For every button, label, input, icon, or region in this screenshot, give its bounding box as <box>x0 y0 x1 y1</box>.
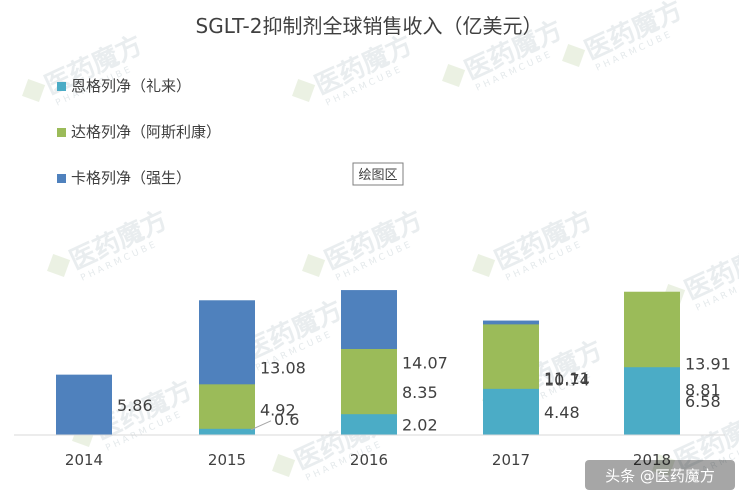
data-label-2017-series-1: 10.74 <box>544 371 590 390</box>
watermark-logo-icon <box>292 78 316 103</box>
data-label-2014-series-0: 5.86 <box>117 396 153 415</box>
x-tick-2018: 2018 <box>633 451 671 469</box>
plot-area-tooltip: 绘图区 <box>352 162 404 186</box>
watermark-logo-icon <box>472 253 496 278</box>
data-label-2015-series-0: 13.08 <box>260 359 306 378</box>
tooltip-text: 绘图区 <box>358 168 397 183</box>
legend-swatch-1 <box>57 128 66 137</box>
legend-swatch-2 <box>57 174 66 183</box>
x-tick-2016: 2016 <box>350 451 388 469</box>
bar-2018-series-2 <box>624 367 680 435</box>
watermark-logo-icon <box>652 453 676 478</box>
data-label-2018-series-1: 13.91 <box>685 354 731 373</box>
legend: 恩格列净（礼来） 达格列净（阿斯利康） 卡格列净（强生） <box>57 77 221 187</box>
data-label-2016-series-0: 14.07 <box>402 354 448 373</box>
data-label-2018-series-2: 6.58 <box>685 392 721 411</box>
watermark-logo-icon <box>47 253 71 278</box>
bar-2017-series-2 <box>483 388 539 435</box>
x-tick-2015: 2015 <box>208 451 246 469</box>
data-label-2017-series-0: 11.11 <box>544 369 590 388</box>
legend-label-1: 达格列净（阿斯利康） <box>71 123 221 141</box>
legend-label-0: 恩格列净（礼来） <box>71 77 191 95</box>
bar-2015-series-2 <box>199 428 255 435</box>
watermark-logo-icon <box>272 453 296 478</box>
watermark-logo-icon <box>22 78 46 103</box>
legend-label-2: 卡格列净（强生） <box>71 169 191 187</box>
x-tick-2017: 2017 <box>492 451 530 469</box>
footer-text: 头条 @医药魔方 <box>605 467 715 485</box>
data-label-2016-series-1: 8.35 <box>402 383 438 402</box>
x-tick-2014: 2014 <box>65 451 103 469</box>
bar-2016-series-2 <box>341 414 397 435</box>
data-label-2015-series-1: 4.92 <box>260 401 296 420</box>
bar-2015-series-1 <box>199 384 255 435</box>
leader-line-2015 <box>250 420 272 431</box>
data-label-2015-series-2: 0.6 <box>274 410 299 429</box>
chart-title: SGLT-2抑制剂全球销售收入（亿美元） <box>196 14 543 38</box>
watermark-logo-icon <box>562 43 586 68</box>
watermark-logo-icon <box>302 253 326 278</box>
x-axis-ticks: 2014 2015 2016 2017 2018 <box>65 451 671 469</box>
watermark-logo-icon <box>442 63 466 88</box>
bar-2014-series-0 <box>56 374 112 435</box>
footer-badge: 头条 @医药魔方 <box>585 460 735 490</box>
data-label-2016-series-2: 2.02 <box>402 416 438 435</box>
data-label-2017-series-2: 4.48 <box>544 403 580 422</box>
data-label-2018-series-0: 8.81 <box>685 381 721 400</box>
legend-swatch-0 <box>57 82 66 91</box>
